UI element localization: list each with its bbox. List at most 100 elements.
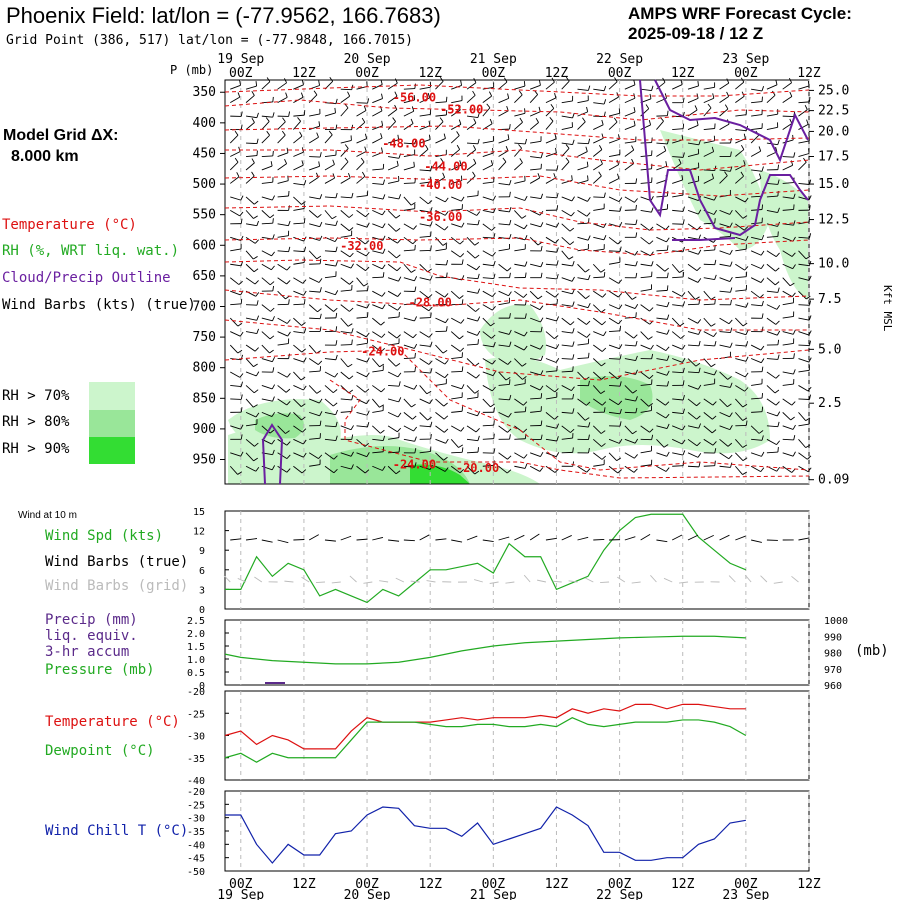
wind-barb — [735, 114, 747, 117]
wind-barb-flag — [534, 90, 538, 95]
wind-barb — [719, 209, 730, 215]
wind-barbs-grid-label: Wind Barbs (grid) — [45, 578, 189, 594]
wind-barb-flag — [742, 322, 748, 327]
precip-pressure-panel-ytick-right-label: 960 — [824, 681, 842, 692]
wind-barb-flag — [344, 144, 349, 149]
surface-wind-barb — [577, 536, 589, 541]
wind-barb — [324, 304, 334, 312]
wind-barb — [703, 151, 714, 157]
wind-barb — [498, 223, 510, 226]
wind-barb — [798, 109, 808, 117]
wind-barb-flag — [429, 464, 433, 470]
wind-barb-flag — [256, 112, 259, 118]
wind-barb — [766, 277, 776, 286]
wind-barb-flag — [588, 218, 590, 224]
wind-barb — [703, 465, 715, 467]
wind-barb — [387, 236, 398, 244]
wind-barb — [451, 123, 462, 130]
wind-barb-flag — [714, 299, 716, 305]
wind-barb — [687, 358, 697, 367]
wind-barb — [435, 465, 446, 472]
wind-barb — [514, 248, 526, 252]
wind-barb-flag — [286, 319, 291, 324]
wind-barb — [340, 263, 352, 269]
wind-barb — [340, 107, 349, 117]
wind-barb — [230, 263, 242, 267]
wind-barb — [293, 303, 305, 306]
wind-barb-flag — [430, 368, 433, 374]
wind-barb-flag — [694, 105, 698, 111]
wind-barb — [356, 210, 366, 218]
wind-barb-flag — [286, 441, 291, 446]
wind-barb — [419, 86, 431, 90]
wind-barb-flag — [456, 144, 461, 150]
wind-barb-flag — [318, 398, 323, 404]
wind-barb — [466, 237, 476, 246]
wind-barb — [624, 304, 636, 309]
wind-barb-flag — [712, 93, 715, 99]
wind-barb — [798, 85, 810, 90]
wind-barb — [735, 175, 744, 184]
wind-barb-flag — [728, 319, 733, 325]
wind-barb — [419, 97, 430, 104]
wind-barb — [498, 183, 510, 186]
wind-barb-flag — [254, 239, 259, 244]
wind-barb — [577, 88, 589, 91]
surface-wind-barb — [308, 534, 319, 541]
wind-barb-flag — [443, 402, 448, 407]
wind-barb — [419, 331, 430, 338]
wind-barb — [624, 209, 636, 211]
wind-barb — [340, 223, 350, 232]
wind-barb — [356, 250, 367, 257]
wind-barb-flag — [473, 118, 477, 124]
wind-barb-flag — [430, 421, 433, 427]
wind-barb-flag — [348, 227, 354, 232]
wind-barb — [514, 236, 526, 241]
wind-barb — [640, 344, 651, 350]
wind-barb-flag — [286, 468, 291, 473]
wind-barb-flag — [253, 363, 258, 368]
wind-barb-flag — [682, 408, 685, 414]
wind-barb — [640, 410, 652, 413]
wind-barb — [703, 383, 715, 386]
wind-barb-flag — [540, 272, 543, 278]
wind-barb — [498, 465, 508, 474]
wind-barb — [751, 397, 763, 400]
wind-barb — [671, 163, 682, 171]
wind-barb — [293, 317, 302, 326]
wind-barb-flag — [444, 373, 449, 379]
wind-barb-flag — [335, 421, 338, 427]
wind-barb-flag — [366, 303, 370, 309]
wind-barb-flag — [776, 440, 781, 445]
surface-wind-barb — [419, 534, 430, 541]
wind-barb-flag — [410, 269, 416, 273]
wind-barb-flag — [319, 411, 323, 416]
temperature-label-10: -20.00 — [456, 461, 499, 475]
wind-barb — [703, 277, 715, 281]
wind-barb — [324, 398, 334, 407]
wind-barb-flag — [445, 326, 448, 332]
wind-barb-flag — [502, 157, 507, 163]
wind-barb — [340, 250, 351, 258]
wind-barb — [229, 176, 240, 184]
wind-barb-flag — [365, 266, 370, 271]
wind-barb-flag — [584, 417, 590, 421]
wind-barb-flag — [395, 363, 401, 367]
wind-barb-flag — [524, 138, 527, 144]
wind-barb — [751, 114, 763, 117]
wind-barb — [324, 250, 336, 253]
wind-barb-flag — [807, 386, 812, 392]
grid-point-subtitle: Grid Point (386, 517) lat/lon = (-77.984… — [6, 33, 413, 48]
wind-barb — [656, 263, 666, 272]
wind-barb-flag — [571, 175, 573, 181]
surface-wind-barb — [751, 539, 762, 543]
wind-barb — [293, 164, 304, 171]
wind-barb-flag — [234, 130, 239, 136]
wind-barb — [640, 88, 652, 92]
wind-barb — [482, 164, 493, 171]
wind-barb-flag — [493, 260, 496, 266]
wind-barb — [577, 317, 587, 325]
wind-barb-flag — [729, 382, 733, 388]
wind-barb-flag — [760, 264, 765, 269]
wind-barb-flag — [634, 454, 638, 459]
